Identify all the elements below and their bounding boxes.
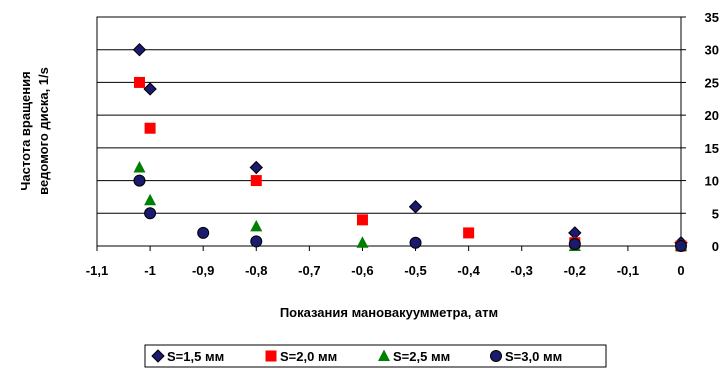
legend-label: S=1,5 мм: [167, 349, 224, 364]
y-tick-label: 5: [712, 206, 719, 221]
y-axis-ticks: 0 5 10 15 20 25 30 35: [681, 10, 719, 254]
y-tick-label: 10: [705, 174, 719, 189]
x-tick-label: -1,1: [86, 263, 108, 278]
y-tick-label: 20: [705, 108, 719, 123]
legend: S=1,5 мм S=2,0 мм S=2,5 мм S=3,0 мм: [151, 349, 562, 364]
circle-point: [144, 207, 157, 220]
triangle-point: [250, 219, 263, 232]
circle-point: [409, 236, 422, 249]
triangle-point: [144, 193, 157, 206]
x-axis-ticks: -1,1 -1 -0,9 -0,8 -0,7 -0,6 -0,5 -0,4 -0,3 -0,2 -0…: [86, 246, 685, 278]
x-tick-label: -0,7: [298, 263, 320, 278]
x-tick-label: -0,3: [511, 263, 533, 278]
x-tick-label: -0,1: [617, 263, 639, 278]
y-tick-label: 0: [712, 239, 719, 254]
diamond-point: [143, 82, 157, 96]
square-point: [463, 227, 475, 239]
triangle-point: [133, 160, 146, 173]
circle-point: [250, 235, 263, 248]
legend-item: S=1,5 мм: [151, 349, 224, 364]
y-axis-label-line1: Частота вращения: [18, 71, 33, 190]
x-axis-label: Показания мановакуумметра, атм: [280, 305, 498, 320]
y-tick-label: 15: [705, 141, 719, 156]
circle-point: [568, 238, 581, 251]
legend-triangle-icon: [378, 349, 390, 361]
series-1: [132, 43, 688, 250]
legend-square-icon: [265, 350, 277, 362]
x-tick-label: -0,2: [564, 263, 586, 278]
x-tick-label: -0,8: [245, 263, 267, 278]
legend-diamond-icon: [151, 349, 165, 363]
y-tick-label: 35: [705, 10, 719, 25]
square-point: [356, 214, 368, 226]
legend-item: S=3,0 мм: [490, 349, 562, 364]
legend-box: [144, 344, 607, 368]
legend-label: S=2,5 мм: [393, 349, 450, 364]
diamond-point: [132, 43, 147, 57]
legend-label: S=3,0 мм: [505, 349, 562, 364]
legend-circle-icon: [490, 350, 502, 362]
x-tick-label: -0,6: [351, 263, 373, 278]
diamond-point: [249, 160, 263, 175]
circle-point: [197, 226, 210, 239]
series-4: [133, 174, 687, 252]
triangle-point: [356, 236, 369, 248]
plot-frame: [96, 16, 682, 247]
legend-label: S=2,0 мм: [280, 349, 337, 364]
diamond-point: [568, 226, 582, 240]
y-tick-label: 25: [705, 75, 719, 90]
x-tick-label: -0,5: [404, 263, 426, 278]
x-tick-label: -0,4: [457, 263, 480, 278]
legend-item: S=2,5 мм: [378, 349, 450, 364]
series-2: [133, 76, 687, 252]
data-points: [132, 43, 688, 252]
legend-item: S=2,0 мм: [265, 349, 337, 364]
y-tick-label: 30: [705, 43, 719, 58]
grid-lines: [97, 49, 681, 214]
circle-point: [133, 174, 146, 187]
square-point: [144, 122, 156, 134]
x-tick-label: 0: [677, 263, 684, 278]
square-point: [250, 175, 262, 187]
x-tick-label: -1: [144, 263, 156, 278]
x-tick-label: -0,9: [192, 263, 214, 278]
circle-point: [675, 240, 687, 252]
diamond-point: [408, 200, 423, 214]
square-point: [133, 76, 145, 88]
y-axis-label-line2: ведомого диска, 1/s: [36, 67, 51, 195]
